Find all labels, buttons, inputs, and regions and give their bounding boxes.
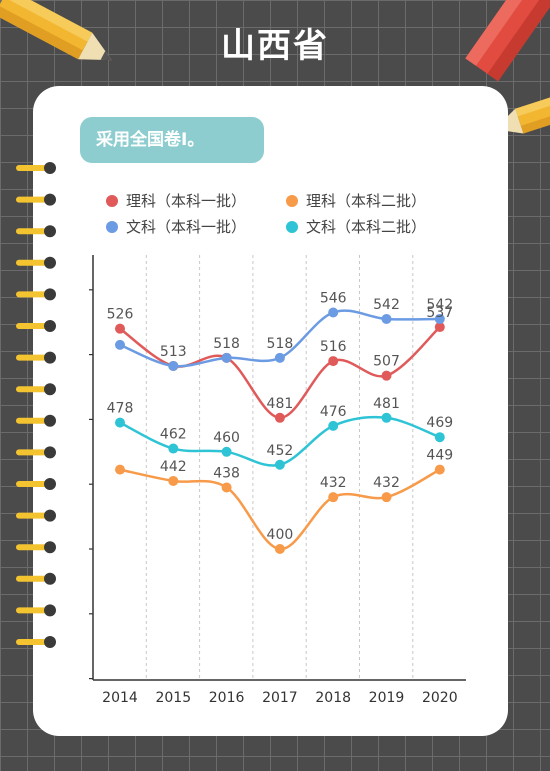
data-label: 438 [213, 465, 240, 481]
spiral-ring-icon [16, 478, 56, 490]
spiral-ring-icon [16, 414, 56, 427]
data-label: 432 [320, 475, 347, 491]
data-label: 542 [426, 297, 453, 313]
x-tick-label: 2017 [262, 690, 298, 706]
spiral-ring-icon [16, 193, 56, 206]
spiral-ring-icon [16, 225, 56, 238]
page-title: 山西省 [221, 26, 329, 66]
data-point [168, 360, 179, 371]
data-point [434, 322, 445, 333]
data-label: 518 [267, 336, 294, 352]
data-label: 481 [267, 396, 294, 412]
legend-dot-icon [286, 195, 298, 207]
data-point [115, 339, 125, 350]
data-point [115, 417, 125, 428]
x-tick-label: 2015 [155, 690, 191, 706]
legend-label: 文科（本科二批） [306, 218, 427, 236]
spiral-ring-icon [16, 604, 56, 617]
data-point [115, 464, 125, 475]
x-tick-label: 2020 [422, 690, 458, 706]
notebook-card [33, 86, 508, 736]
spiral-ring-icon [16, 351, 56, 364]
data-point [434, 464, 445, 475]
data-label: 476 [320, 404, 347, 420]
spiral-ring-icon [16, 256, 56, 269]
spiral-binding [16, 162, 56, 648]
data-point [434, 432, 445, 443]
legend-label: 文科（本科一批） [126, 218, 247, 236]
spiral-ring-icon [16, 320, 56, 332]
data-point [168, 475, 179, 486]
data-label: 507 [373, 354, 400, 370]
data-label: 513 [160, 344, 187, 360]
legend-item-li1: 理科（本科一批） [106, 190, 246, 211]
data-label: 442 [160, 459, 187, 475]
data-point [328, 420, 339, 431]
x-tick-label: 2018 [315, 690, 351, 706]
legend-item-li2: 理科（本科二批） [286, 190, 426, 211]
data-point [328, 307, 339, 318]
data-label: 400 [267, 527, 294, 543]
legend-dot-icon [286, 221, 298, 233]
x-tick-label: 2019 [369, 690, 405, 706]
legend-label: 理科（本科二批） [306, 192, 427, 210]
spiral-ring-icon [16, 288, 56, 301]
data-label: 478 [107, 401, 134, 417]
spiral-ring-icon [16, 636, 56, 648]
data-point [274, 352, 285, 363]
data-label: 481 [373, 396, 400, 412]
data-label: 546 [320, 290, 347, 306]
data-label: 537 [426, 305, 453, 321]
data-label: 452 [267, 443, 294, 459]
x-tick-label: 2014 [102, 690, 138, 706]
data-point [434, 313, 445, 324]
data-label: 518 [213, 336, 240, 352]
spiral-ring-icon [16, 446, 56, 459]
x-tick-label: 2016 [209, 690, 245, 706]
data-point [221, 482, 232, 493]
data-point [168, 443, 179, 454]
data-point [381, 412, 392, 423]
pencil-left-icon [0, 0, 112, 61]
data-point [381, 492, 392, 503]
data-point [274, 412, 285, 423]
spiral-ring-icon [16, 162, 56, 174]
spiral-ring-icon [16, 541, 56, 554]
legend-dot-icon [106, 221, 118, 233]
data-label: 432 [373, 475, 400, 491]
legend-item-wen2: 文科（本科二批） [286, 216, 426, 237]
data-label: 542 [373, 297, 400, 313]
data-point [381, 370, 392, 381]
data-point [274, 459, 285, 470]
data-point [328, 356, 339, 367]
data-label: 462 [160, 427, 187, 443]
spiral-ring-icon [16, 572, 56, 585]
data-label: 516 [320, 339, 347, 355]
data-point [381, 313, 392, 324]
legend-item-wen1: 文科（本科一批） [106, 216, 246, 237]
data-point [328, 492, 339, 503]
legend-dot-icon [106, 195, 118, 207]
spiral-ring-icon [16, 509, 56, 522]
legend-label: 理科（本科一批） [126, 192, 247, 210]
data-label: 469 [426, 415, 453, 431]
pencil-right-icon [465, 0, 550, 82]
data-point [221, 352, 232, 363]
data-point [115, 323, 125, 334]
data-label: 526 [107, 307, 134, 323]
exam-type-tag: 采用全国卷Ⅰ。 [80, 117, 264, 163]
data-point [221, 446, 232, 457]
data-point [274, 544, 285, 554]
data-label: 460 [213, 430, 240, 446]
spiral-ring-icon [16, 383, 56, 396]
data-label: 449 [426, 448, 453, 464]
